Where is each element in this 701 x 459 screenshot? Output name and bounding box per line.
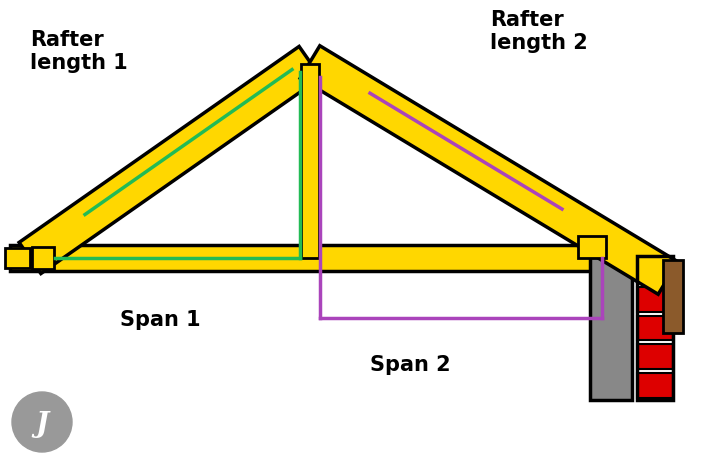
Bar bbox=[10, 245, 597, 271]
Polygon shape bbox=[19, 46, 321, 274]
Text: Span 1: Span 1 bbox=[120, 310, 200, 330]
Text: Rafter
length 1: Rafter length 1 bbox=[30, 30, 128, 73]
Polygon shape bbox=[300, 46, 678, 294]
Bar bbox=[637, 373, 673, 398]
Bar bbox=[301, 64, 319, 258]
Bar bbox=[663, 260, 683, 333]
Circle shape bbox=[12, 392, 72, 452]
Bar bbox=[637, 256, 673, 400]
Bar bbox=[637, 287, 673, 312]
Bar bbox=[590, 256, 632, 400]
Text: J: J bbox=[36, 412, 48, 438]
Bar bbox=[5, 248, 30, 268]
Text: Rafter
length 2: Rafter length 2 bbox=[490, 10, 587, 53]
Bar bbox=[637, 258, 673, 283]
Bar bbox=[637, 344, 673, 369]
Bar bbox=[578, 236, 606, 258]
Bar bbox=[637, 316, 673, 341]
Text: Span 2: Span 2 bbox=[370, 355, 451, 375]
Bar bbox=[32, 247, 54, 269]
